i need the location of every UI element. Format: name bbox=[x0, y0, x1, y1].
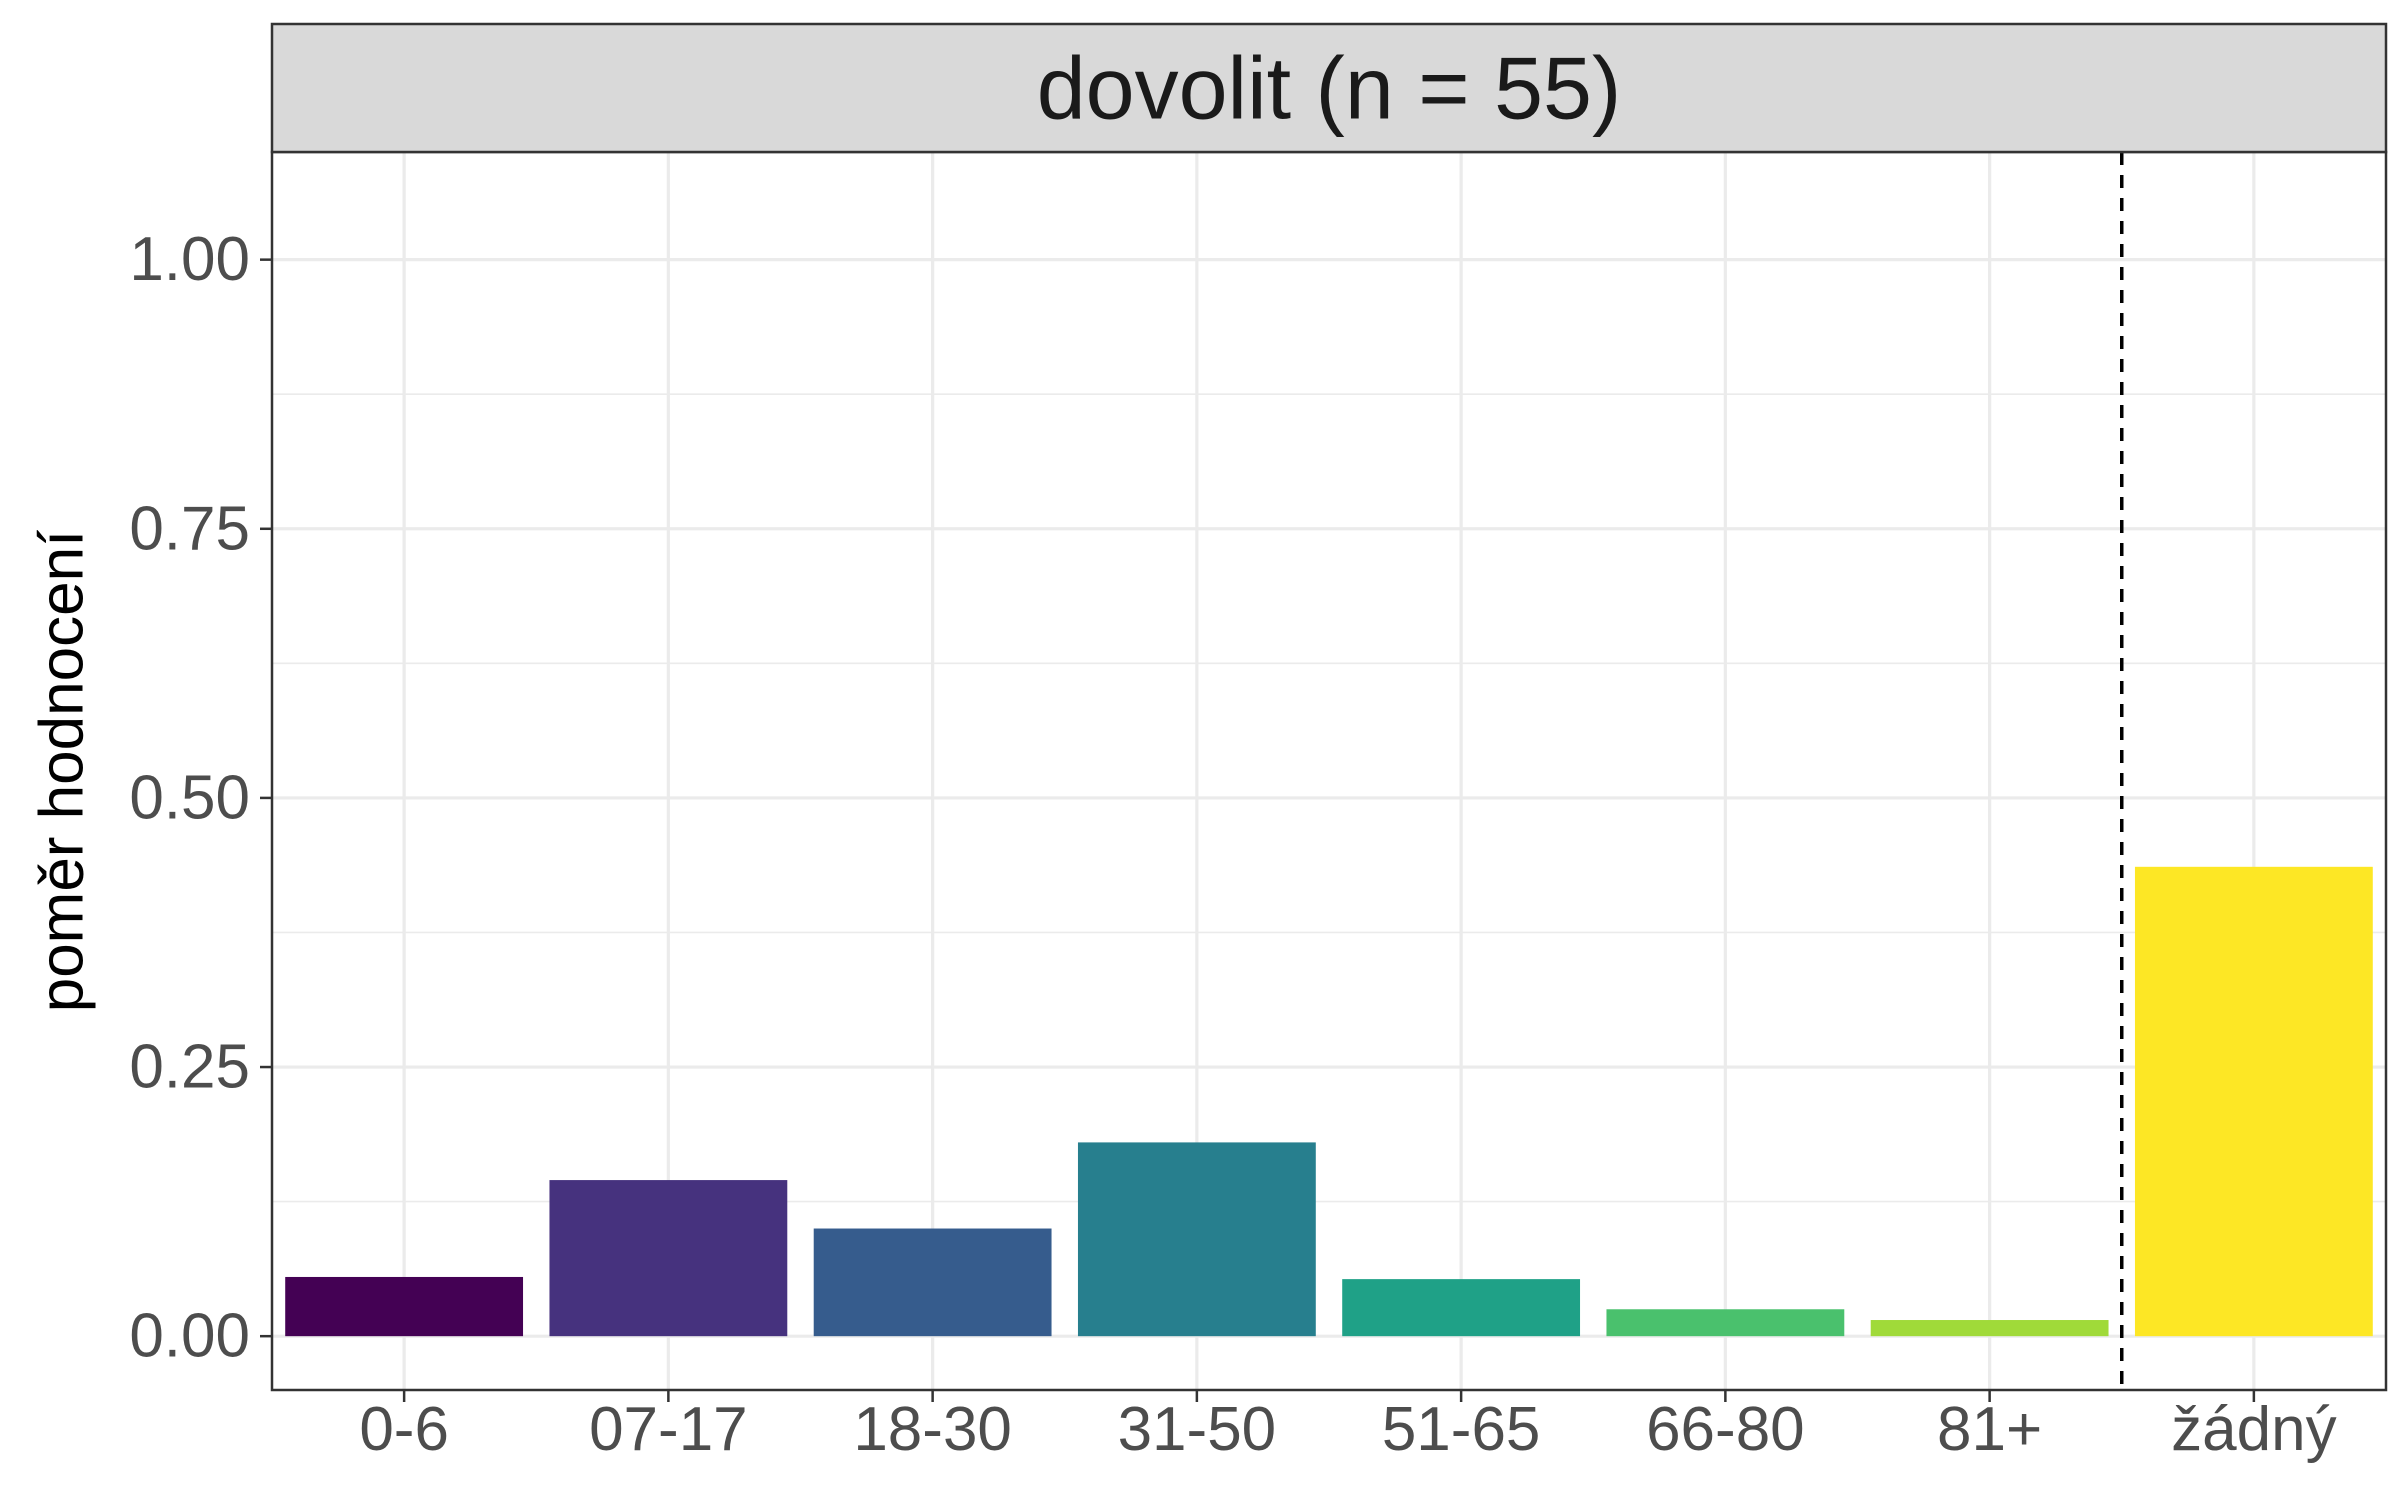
facet-title: dovolit (n = 55) bbox=[1037, 39, 1622, 138]
bar-81+ bbox=[1870, 1320, 2109, 1337]
x-tick-label: 81+ bbox=[1937, 1395, 2042, 1464]
x-tick-label: 66-80 bbox=[1646, 1395, 1805, 1464]
bar-51-65 bbox=[1342, 1279, 1581, 1337]
y-tick-label: 0.50 bbox=[129, 763, 250, 832]
x-tick-label: 51-65 bbox=[1382, 1395, 1541, 1464]
bars bbox=[285, 866, 2373, 1337]
bar-žádný bbox=[2134, 866, 2373, 1337]
y-tick-label: 0.25 bbox=[129, 1033, 250, 1102]
bar-31-50 bbox=[1077, 1142, 1316, 1337]
facet-strip bbox=[270, 22, 2388, 154]
bar-0-6 bbox=[285, 1276, 524, 1337]
x-tick-label: 31-50 bbox=[1118, 1395, 1277, 1464]
x-tick-label: žádný bbox=[2171, 1395, 2336, 1464]
x-tick-label: 18-30 bbox=[853, 1395, 1012, 1464]
x-axis: 0-6 07-17 18-30 31-50 51-65 66-80 81+ žádný bbox=[359, 1390, 2337, 1464]
bar-66-80 bbox=[1606, 1309, 1845, 1337]
y-tick-label: 1.00 bbox=[129, 225, 250, 294]
y-tick-label: 0.75 bbox=[129, 494, 250, 563]
y-tick-label: 0.00 bbox=[129, 1302, 250, 1371]
bar-07-17 bbox=[549, 1180, 788, 1337]
y-axis: 0.00 0.25 0.50 0.75 1.00 bbox=[129, 225, 272, 1371]
y-axis-title: poměr hodnocení bbox=[28, 530, 97, 1013]
x-tick-label: 0-6 bbox=[359, 1395, 449, 1464]
bar-18-30 bbox=[813, 1228, 1052, 1337]
x-tick-label: 07-17 bbox=[589, 1395, 748, 1464]
